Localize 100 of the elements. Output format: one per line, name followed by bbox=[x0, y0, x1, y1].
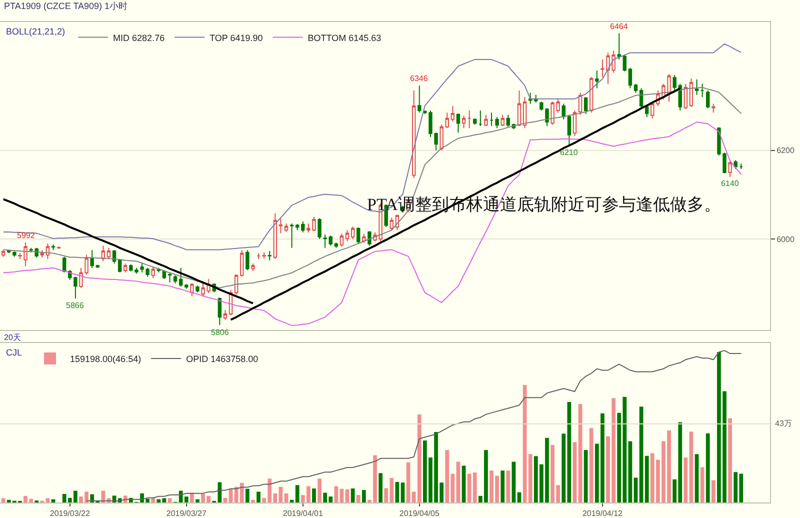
candlestick bbox=[345, 230, 350, 242]
candlestick bbox=[356, 227, 360, 244]
candlestick bbox=[634, 83, 638, 94]
bar bbox=[572, 442, 577, 502]
x-tick-label: 2019/03/27 bbox=[166, 509, 207, 518]
candlestick bbox=[196, 285, 200, 293]
bar bbox=[506, 470, 510, 502]
line-series bbox=[2, 86, 742, 288]
candlestick bbox=[223, 310, 228, 320]
legend-label: MID 6282.76 bbox=[113, 32, 165, 43]
annotation: 5866 bbox=[66, 301, 84, 310]
candlestick bbox=[700, 83, 704, 98]
candlestick bbox=[350, 226, 355, 240]
bar bbox=[190, 492, 194, 502]
text: 20天 bbox=[4, 333, 21, 342]
candlestick bbox=[528, 92, 532, 104]
candlestick bbox=[500, 114, 504, 126]
candlestick bbox=[184, 284, 188, 290]
candlestick bbox=[412, 90, 416, 178]
candlestick bbox=[584, 96, 588, 114]
candlestick bbox=[318, 218, 322, 240]
bar bbox=[634, 478, 638, 502]
candlestick bbox=[712, 103, 716, 114]
annotation: 5992 bbox=[17, 231, 36, 240]
bar bbox=[151, 498, 156, 502]
bar bbox=[318, 478, 322, 502]
candlestick bbox=[672, 74, 676, 91]
candlestick bbox=[124, 262, 128, 273]
candlestick bbox=[418, 85, 422, 114]
candlestick bbox=[256, 252, 260, 260]
candlestick bbox=[578, 92, 582, 116]
x-tick-label: 2019/04/05 bbox=[399, 509, 440, 518]
candlestick bbox=[450, 106, 455, 122]
bar bbox=[456, 462, 460, 502]
x-tick-label: 2019/03/22 bbox=[50, 509, 90, 518]
candlestick bbox=[728, 160, 732, 178]
candlestick bbox=[29, 247, 33, 253]
candlestick bbox=[340, 233, 344, 248]
legend-label: TOP 6419.90 bbox=[210, 32, 263, 43]
candlestick bbox=[90, 250, 94, 268]
bar bbox=[400, 482, 405, 502]
candlestick bbox=[567, 114, 572, 146]
bar bbox=[356, 495, 360, 502]
bar bbox=[1, 498, 6, 502]
candlestick bbox=[689, 78, 694, 108]
annotation: 6464 bbox=[610, 22, 628, 31]
bar bbox=[728, 418, 732, 502]
candlestick bbox=[190, 282, 194, 297]
candlestick bbox=[456, 113, 460, 134]
bar bbox=[196, 499, 200, 502]
candlestick bbox=[694, 78, 699, 96]
candlestick bbox=[240, 250, 244, 278]
bar bbox=[694, 454, 699, 502]
bar bbox=[245, 488, 250, 502]
candlestick bbox=[462, 115, 466, 129]
candlestick bbox=[473, 118, 477, 126]
bar bbox=[334, 486, 338, 502]
bar bbox=[395, 482, 400, 502]
legend-label: OPID 1463758.00 bbox=[186, 354, 258, 364]
candlestick bbox=[362, 233, 366, 244]
candlestick bbox=[56, 246, 61, 250]
candlestick bbox=[12, 250, 16, 258]
bar bbox=[378, 473, 382, 502]
bar bbox=[362, 490, 366, 502]
legend-title: BOLL(21,21,2) bbox=[6, 26, 66, 36]
candlestick bbox=[40, 250, 44, 258]
x-tick-label: 2019/04/12 bbox=[582, 509, 624, 518]
candlestick bbox=[278, 218, 283, 234]
candlestick bbox=[572, 110, 577, 137]
x-tick-label: 2019/04/01 bbox=[282, 509, 324, 518]
candlestick bbox=[517, 90, 522, 126]
candlestick bbox=[595, 70, 599, 89]
candlestick bbox=[218, 297, 222, 326]
candlestick bbox=[684, 83, 688, 110]
candlestick bbox=[246, 250, 250, 271]
candlestick bbox=[617, 32, 621, 60]
legend-label: 159198.00(46:54) bbox=[70, 354, 142, 364]
candlestick bbox=[101, 245, 106, 262]
candlestick bbox=[46, 242, 50, 260]
annotation: 6346 bbox=[410, 74, 428, 83]
bar bbox=[345, 489, 350, 502]
y-tick-label: 6200 bbox=[776, 146, 795, 156]
candlestick bbox=[301, 220, 305, 233]
bar bbox=[512, 462, 516, 502]
candlestick bbox=[628, 67, 632, 89]
bar bbox=[584, 450, 588, 502]
y-tick-label: 6000 bbox=[776, 234, 795, 244]
candlestick bbox=[328, 235, 332, 246]
bar bbox=[46, 498, 50, 502]
bar bbox=[689, 432, 694, 502]
candlestick bbox=[495, 116, 499, 129]
candlestick bbox=[106, 247, 111, 260]
annotation: 6210 bbox=[560, 148, 578, 157]
ref-line-label: 43万 bbox=[775, 419, 792, 428]
candlestick bbox=[173, 274, 178, 284]
candlestick bbox=[323, 234, 327, 248]
bar bbox=[168, 498, 172, 502]
candlestick bbox=[522, 96, 527, 129]
candlestick bbox=[368, 230, 372, 246]
candlestick bbox=[467, 110, 472, 129]
